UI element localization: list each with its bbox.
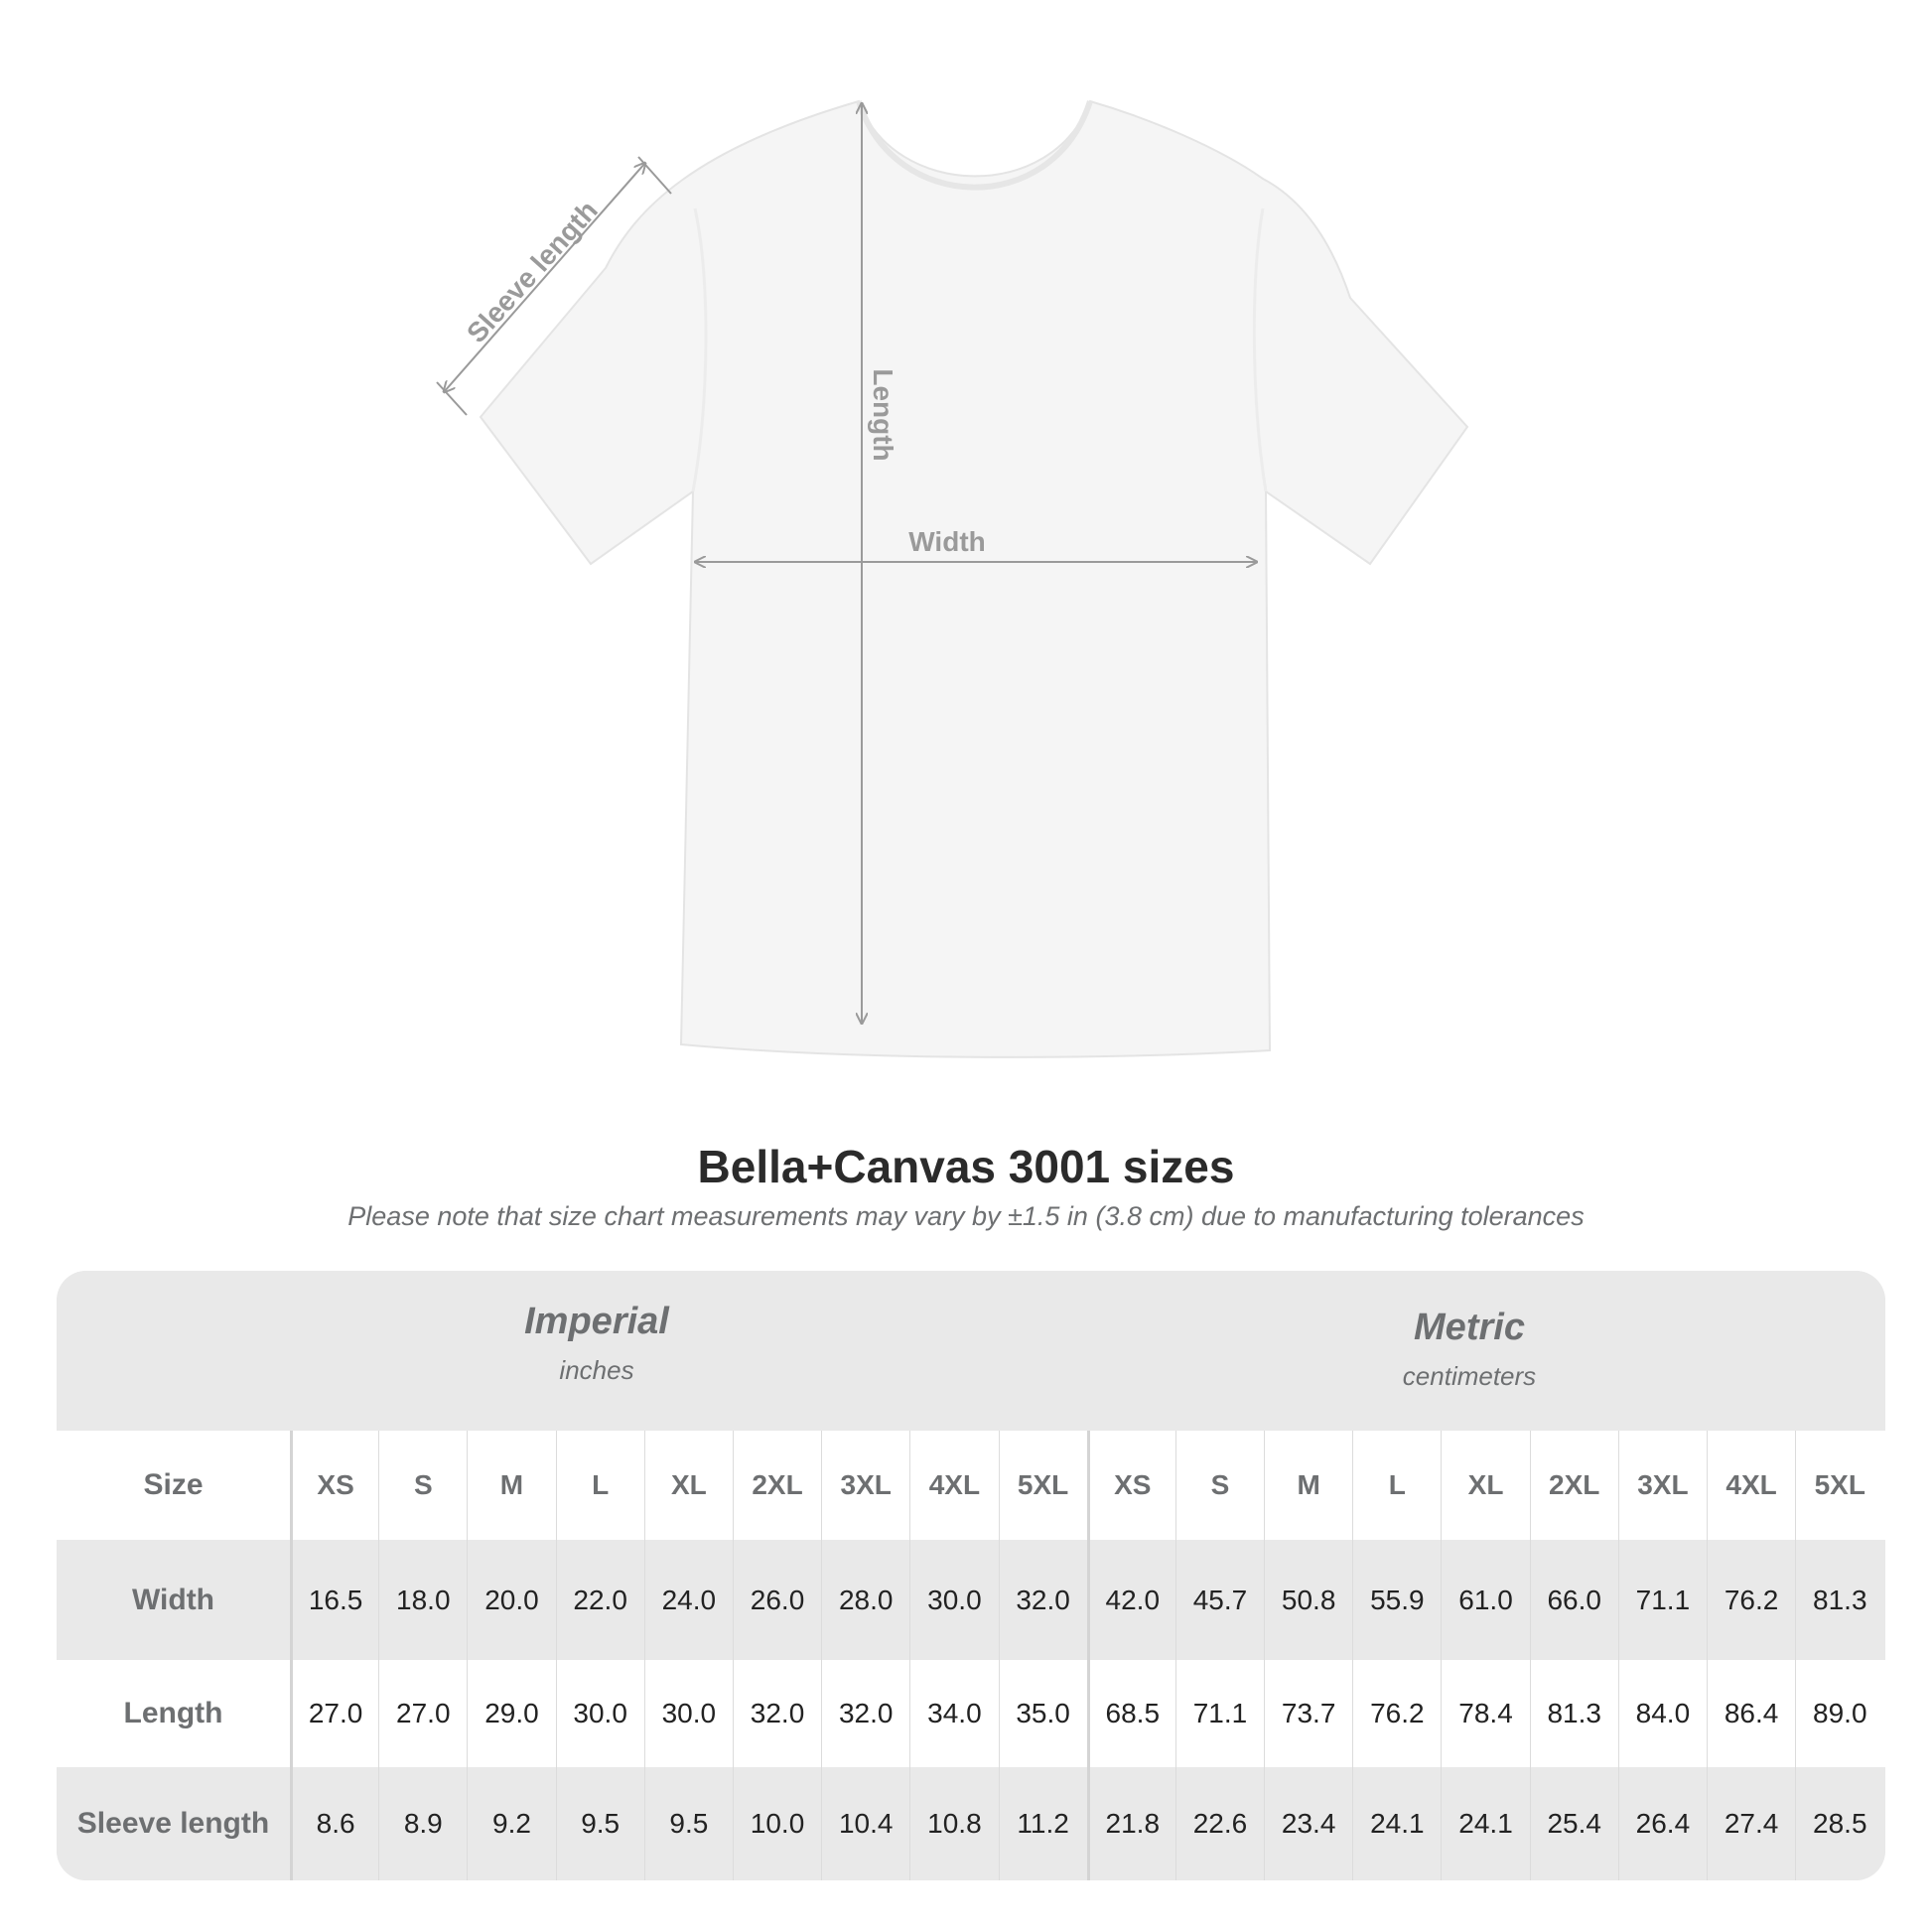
imperial-value-cell: 16.5 (290, 1540, 378, 1660)
imperial-value-cell: 22.0 (555, 1540, 644, 1660)
metric-value-cell: 24.1 (1352, 1767, 1441, 1880)
imperial-title: Imperial (524, 1301, 669, 1342)
metric-size-header: 4XL (1707, 1431, 1795, 1540)
metric-size-header: L (1352, 1431, 1441, 1540)
metric-size-header: S (1174, 1431, 1264, 1540)
metric-value-cell: 78.4 (1441, 1660, 1529, 1767)
imperial-value-cell: 29.0 (467, 1660, 555, 1767)
page-title: Bella+Canvas 3001 sizes (697, 1141, 1235, 1192)
imperial-value-cell: 20.0 (467, 1540, 555, 1660)
imperial-size-header: 5XL (998, 1431, 1087, 1540)
sleeve-arrow (444, 163, 645, 392)
metric-value-cell: 76.2 (1707, 1540, 1795, 1660)
metric-size-header: XL (1441, 1431, 1529, 1540)
imperial-value-cell: 35.0 (998, 1660, 1087, 1767)
metric-value-cell: 71.1 (1617, 1540, 1707, 1660)
imperial-value-cell: 27.0 (378, 1660, 467, 1767)
metric-value-cell: 61.0 (1441, 1540, 1529, 1660)
metric-value-cell: 71.1 (1174, 1660, 1264, 1767)
table-row: Width 16.5 18.0 20.0 22.0 24.0 26.0 28.0 30.0 32.… (57, 1540, 1885, 1660)
row-label: Width (131, 1583, 215, 1616)
metric-value-cell: 55.9 (1352, 1540, 1441, 1660)
imperial-value-cell: 9.5 (643, 1767, 733, 1880)
imperial-value-cell: 24.0 (643, 1540, 733, 1660)
imperial-size-header: S (378, 1431, 467, 1540)
metric-value-cell: 73.7 (1264, 1660, 1352, 1767)
imperial-value-cell: 30.0 (909, 1540, 998, 1660)
size-header-row: Size XS S M L XL 2XL 3XL 4XL 5XL XS S M L XL 2XL 3XL 4XL 5… (57, 1431, 1885, 1540)
metric-value-cell: 76.2 (1352, 1660, 1441, 1767)
table-row: Sleeve length 8.6 8.9 9.2 9.5 9.5 10.0 10.4 10.8… (57, 1767, 1885, 1880)
imperial-value-cell: 9.2 (467, 1767, 555, 1880)
imperial-value-cell: 34.0 (909, 1660, 998, 1767)
imperial-value-cell: 30.0 (555, 1660, 644, 1767)
metric-value-cell: 45.7 (1174, 1540, 1264, 1660)
metric-value-cell: 27.4 (1707, 1767, 1795, 1880)
tshirt-diagram: Sleeve length Length Width (436, 99, 1469, 1058)
imperial-value-cell: 10.0 (732, 1767, 821, 1880)
row-label: Length (123, 1697, 223, 1729)
tolerance-note: Please note that size chart measurements… (347, 1201, 1585, 1231)
table-row: Length 27.0 27.0 29.0 30.0 30.0 32.0 32.0 34.0 35… (57, 1660, 1885, 1767)
tshirt-shape (479, 99, 1469, 1058)
metric-size-header: XS (1086, 1431, 1175, 1540)
metric-value-cell: 22.6 (1174, 1767, 1264, 1880)
imperial-value-cell: 28.0 (821, 1540, 909, 1660)
metric-size-header: 2XL (1529, 1431, 1618, 1540)
metric-value-cell: 26.4 (1617, 1767, 1707, 1880)
imperial-value-cell: 27.0 (290, 1660, 378, 1767)
metric-value-cell: 42.0 (1086, 1540, 1175, 1660)
imperial-unit: inches (559, 1355, 634, 1385)
metric-value-cell: 81.3 (1529, 1660, 1618, 1767)
metric-value-cell: 81.3 (1795, 1540, 1883, 1660)
metric-value-cell: 89.0 (1795, 1660, 1883, 1767)
imperial-value-cell: 18.0 (378, 1540, 467, 1660)
imperial-size-header: 2XL (732, 1431, 821, 1540)
imperial-value-cell: 30.0 (643, 1660, 733, 1767)
metric-value-cell: 50.8 (1264, 1540, 1352, 1660)
imperial-value-cell: 32.0 (998, 1540, 1087, 1660)
metric-size-header: 5XL (1795, 1431, 1883, 1540)
length-label: Length (868, 368, 898, 461)
imperial-value-cell: 8.9 (378, 1767, 467, 1880)
metric-value-cell: 21.8 (1086, 1767, 1175, 1880)
metric-value-cell: 86.4 (1707, 1660, 1795, 1767)
imperial-header: Imperial inches (200, 1301, 994, 1386)
imperial-value-cell: 10.4 (821, 1767, 909, 1880)
width-label: Width (908, 526, 986, 557)
metric-value-cell: 25.4 (1529, 1767, 1618, 1880)
imperial-value-cell: 10.8 (909, 1767, 998, 1880)
row-label: Sleeve length (76, 1807, 270, 1840)
metric-size-header: 3XL (1617, 1431, 1707, 1540)
imperial-value-cell: 32.0 (821, 1660, 909, 1767)
imperial-size-header: XL (643, 1431, 733, 1540)
unit-header: Imperial inches Metric centimeters (57, 1271, 1885, 1431)
imperial-size-header: 3XL (821, 1431, 909, 1540)
metric-title: Metric (1414, 1307, 1525, 1348)
row-label: Size (143, 1468, 204, 1501)
metric-value-cell: 84.0 (1617, 1660, 1707, 1767)
size-table: Imperial inches Metric centimeters Size X… (57, 1271, 1885, 1880)
metric-size-header: M (1264, 1431, 1352, 1540)
imperial-size-header: M (467, 1431, 555, 1540)
imperial-value-cell: 9.5 (555, 1767, 644, 1880)
imperial-value-cell: 8.6 (290, 1767, 378, 1880)
imperial-value-cell: 32.0 (732, 1660, 821, 1767)
metric-value-cell: 24.1 (1441, 1767, 1529, 1880)
imperial-value-cell: 26.0 (732, 1540, 821, 1660)
metric-value-cell: 68.5 (1086, 1660, 1175, 1767)
metric-unit: centimeters (1402, 1361, 1537, 1391)
metric-value-cell: 23.4 (1264, 1767, 1352, 1880)
imperial-size-header: L (555, 1431, 644, 1540)
metric-value-cell: 28.5 (1795, 1767, 1883, 1880)
metric-header: Metric centimeters (1072, 1307, 1866, 1392)
imperial-value-cell: 11.2 (998, 1767, 1087, 1880)
imperial-size-header: XS (290, 1431, 378, 1540)
imperial-size-header: 4XL (909, 1431, 998, 1540)
metric-value-cell: 66.0 (1529, 1540, 1618, 1660)
